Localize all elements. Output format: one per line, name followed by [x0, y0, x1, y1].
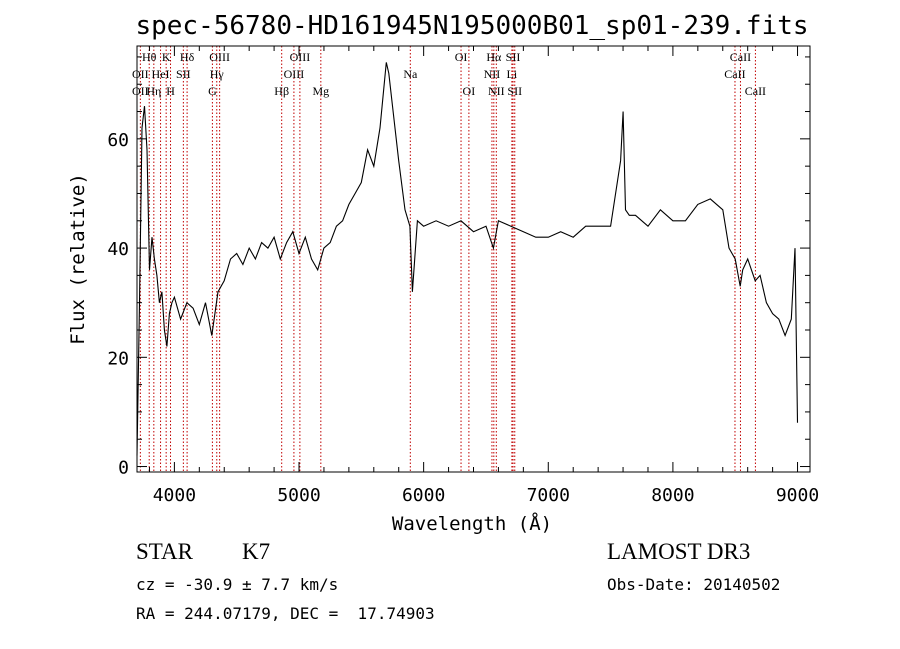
spectral-line-label: NII	[488, 84, 505, 98]
x-axis-ticks: 4000 5000 6000 7000 8000 9000	[148, 46, 819, 506]
spectral-line-label: OII	[132, 84, 149, 98]
spectral-line-label: OIII	[284, 67, 305, 81]
spectral-line-label: Hη	[146, 84, 161, 98]
y-tick-label: 0	[118, 458, 129, 479]
spectral-line-label: G	[208, 84, 217, 98]
object-class: STAR	[136, 539, 193, 564]
spectral-line-label: Hα	[486, 50, 502, 64]
spectral-line-label: SII	[176, 67, 191, 81]
spectral-line-label: Hγ	[210, 67, 225, 81]
x-tick-label: 5000	[277, 485, 320, 506]
spectrum-series-line	[136, 62, 799, 456]
object-subclass: K7	[242, 539, 271, 564]
spectral-line-label: OIII	[290, 50, 311, 64]
spectral-line-label: Hδ	[180, 50, 195, 64]
spectral-line-label: CaII	[724, 67, 745, 81]
y-tick-label: 60	[107, 130, 129, 151]
redshift-text: cz = -30.9 ± 7.7 km/s	[136, 575, 339, 594]
x-tick-label: 8000	[651, 485, 694, 506]
spectral-line-label: SII	[506, 50, 521, 64]
spectral-line-label: Mg	[312, 84, 329, 98]
coordinates-text: RA = 244.07179, DEC = 17.74903	[136, 604, 435, 623]
spectral-line-label: Hθ	[142, 50, 157, 64]
spectral-line-label: CaII	[745, 84, 766, 98]
spectral-line-label: NII	[484, 67, 501, 81]
y-tick-label: 40	[107, 239, 129, 260]
spectral-line-label: CaII	[730, 50, 751, 64]
observation-date: Obs-Date: 20140502	[607, 575, 781, 594]
spectral-line-label: OIII	[209, 50, 230, 64]
spectral-line-label: Hβ	[274, 84, 289, 98]
chart-title: spec-56780-HD161945N195000B01_sp01-239.f…	[135, 11, 808, 41]
spectral-line-label: OI	[455, 50, 468, 64]
spectral-line-label: HeI	[152, 67, 170, 81]
spectral-line-markers	[139, 46, 756, 472]
spectral-line-label: SII	[507, 84, 522, 98]
spectral-line-label: H	[166, 84, 175, 98]
spectral-line-label: Li	[507, 67, 518, 81]
survey-name: LAMOST DR3	[607, 539, 751, 564]
x-tick-label: 4000	[153, 485, 196, 506]
spectral-line-label: OI	[463, 84, 476, 98]
x-tick-label: 6000	[402, 485, 445, 506]
x-axis-label: Wavelength (Å)	[392, 512, 552, 535]
spectral-line-label: Na	[403, 67, 418, 81]
spectral-line-label: OII	[132, 67, 149, 81]
y-tick-label: 20	[107, 348, 129, 369]
x-tick-label: 7000	[527, 485, 570, 506]
spectral-line-label: K	[162, 50, 171, 64]
y-axis-ticks: 0 20 40 60	[107, 56, 810, 479]
y-axis-label: Flux (relative)	[67, 173, 89, 345]
x-tick-label: 9000	[776, 485, 819, 506]
plot-frame	[136, 45, 811, 473]
